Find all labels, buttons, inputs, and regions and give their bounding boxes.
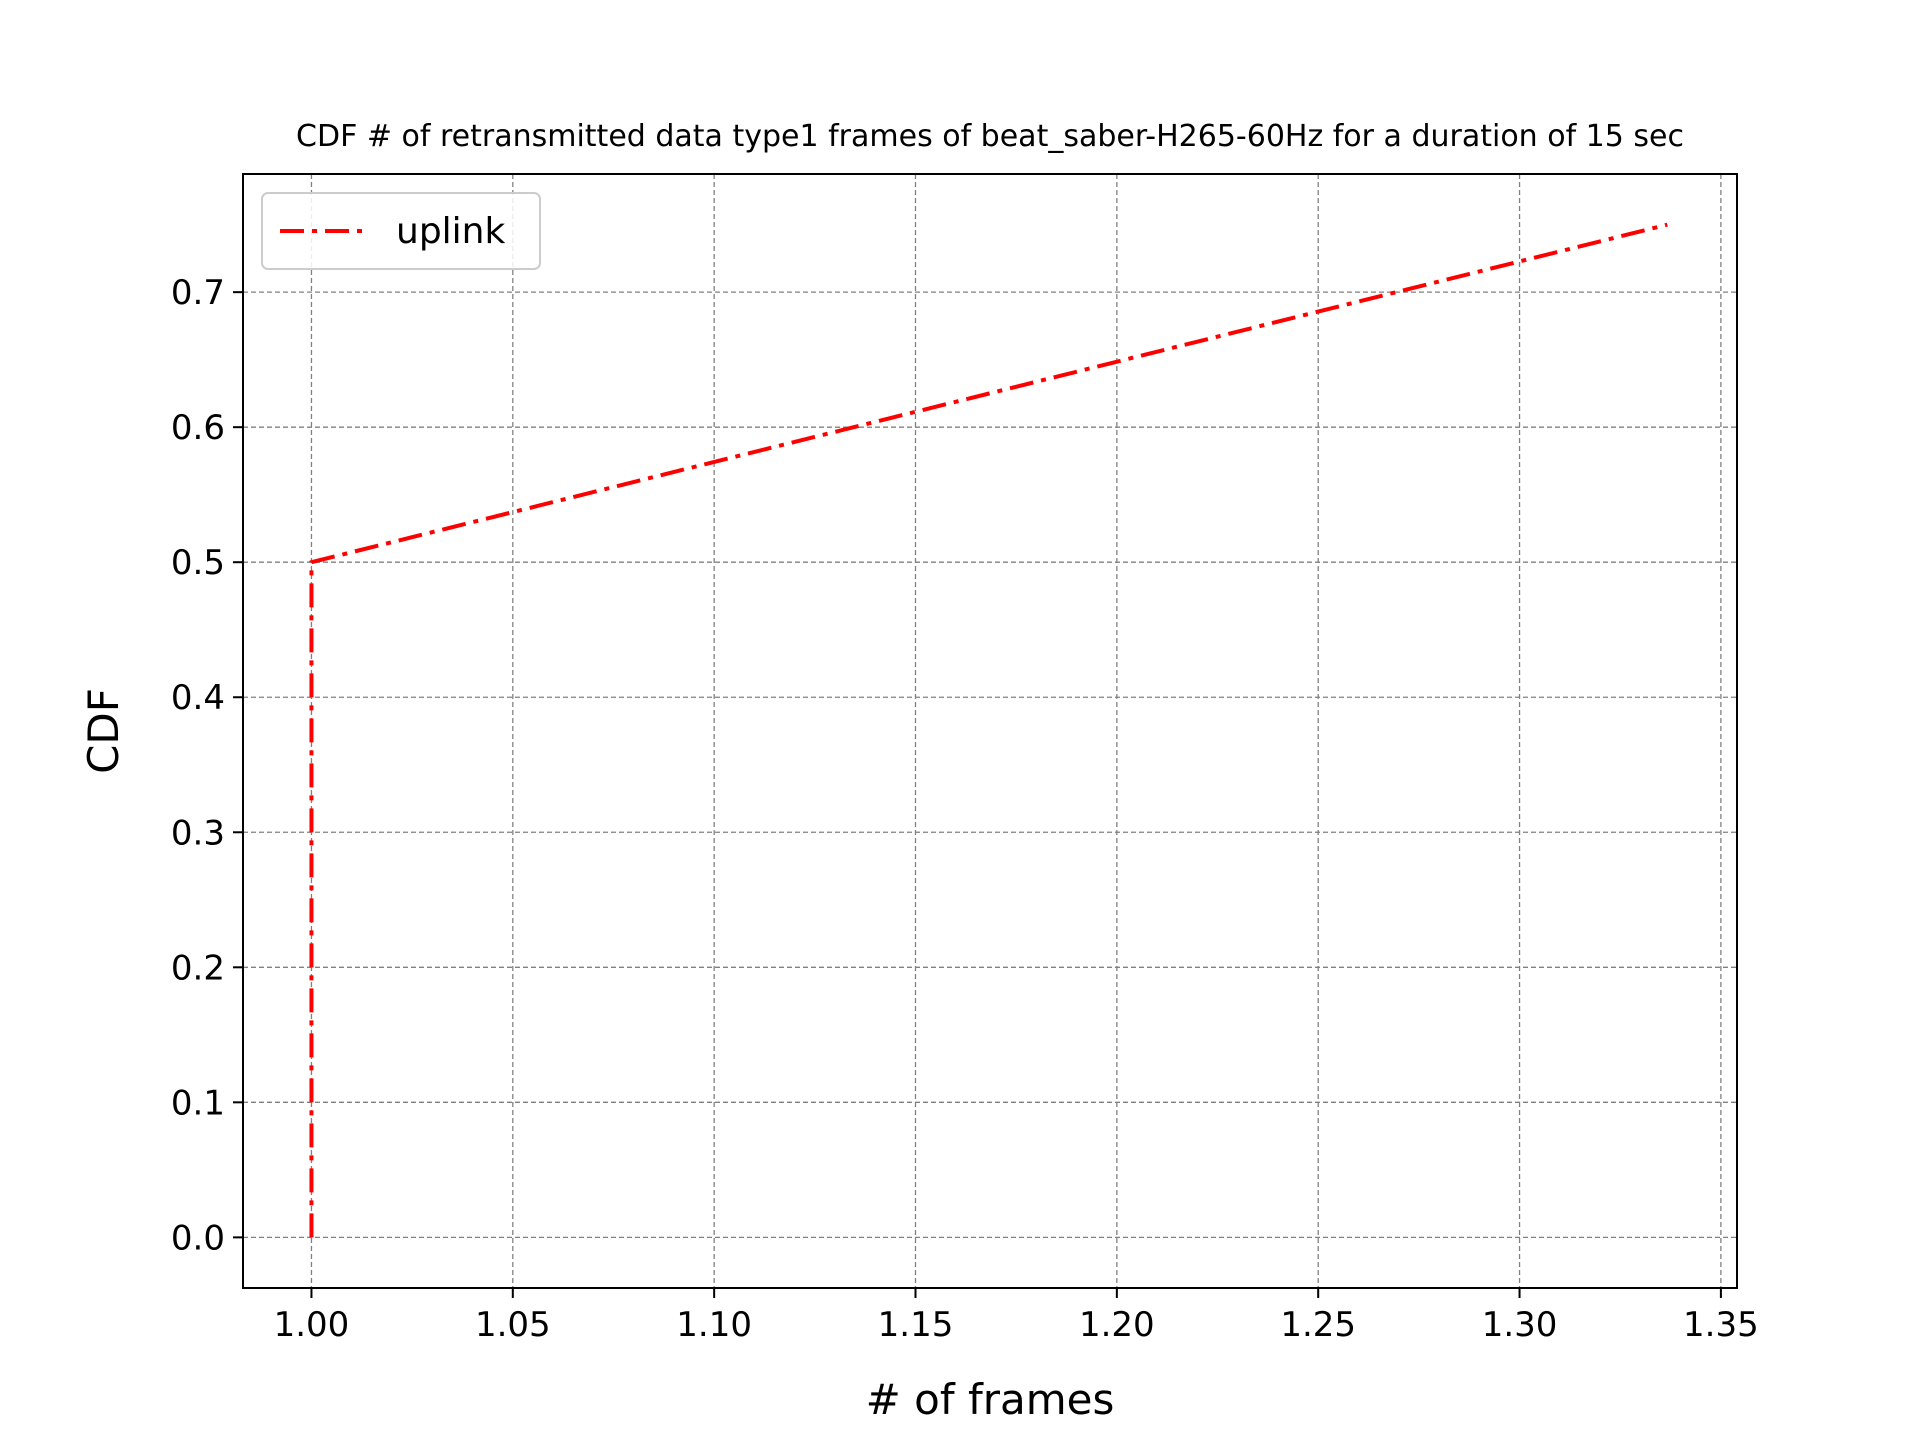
series-layer <box>309 222 1668 1238</box>
grid <box>243 174 1737 1288</box>
x-axis: 1.00 1.05 1.10 1.15 1.20 1.25 1.30 1.35 <box>274 1288 1759 1345</box>
x-tick-label: 1.35 <box>1683 1305 1759 1345</box>
x-tick-label: 1.10 <box>676 1305 752 1345</box>
y-tick-label: 0.2 <box>171 948 225 988</box>
y-tick-label: 0.7 <box>171 273 225 313</box>
series-line-uplink <box>309 222 1668 1238</box>
legend-label: uplink <box>396 211 505 252</box>
legend-box <box>261 192 541 270</box>
y-tick-label: 0.5 <box>171 543 225 583</box>
x-tick-label: 1.20 <box>1079 1305 1155 1345</box>
y-tick-label: 0.1 <box>171 1083 225 1123</box>
y-tick-label: 0.4 <box>171 678 225 718</box>
y-tick-label: 0.3 <box>171 813 225 853</box>
legend: uplink <box>261 192 541 270</box>
y-tick-label: 0.6 <box>171 408 225 448</box>
y-tick-label: 0.0 <box>171 1218 225 1258</box>
x-axis-label: # of frames <box>866 1375 1115 1424</box>
x-tick-label: 1.15 <box>878 1305 954 1345</box>
x-tick-label: 1.05 <box>475 1305 551 1345</box>
x-tick-label: 1.00 <box>274 1305 350 1345</box>
axes-frame <box>242 173 1738 1289</box>
x-tick-label: 1.30 <box>1482 1305 1558 1345</box>
x-tick-label: 1.25 <box>1280 1305 1356 1345</box>
chart-title: CDF # of retransmitted data type1 frames… <box>296 119 1684 154</box>
y-axis: 0.0 0.1 0.2 0.3 0.4 0.5 0.6 0.7 <box>171 273 243 1258</box>
y-axis-label: CDF <box>79 688 128 774</box>
